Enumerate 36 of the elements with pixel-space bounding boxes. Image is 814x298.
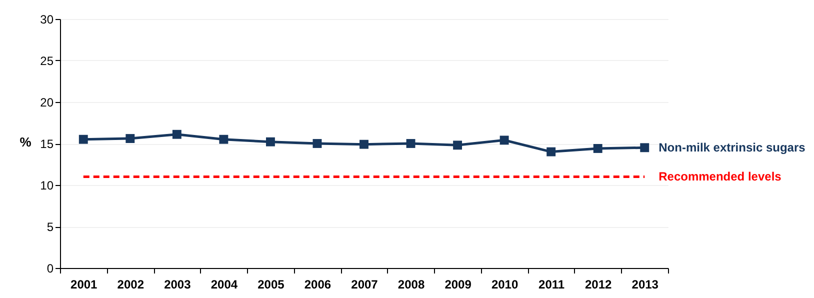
point	[126, 134, 135, 143]
point	[78, 134, 88, 144]
x-tick-label: 2003	[164, 278, 192, 292]
series-label: Non-milk extrinsic sugars	[658, 140, 806, 155]
x-tick-label: 2004	[210, 278, 238, 292]
x-tick-label: 2010	[491, 278, 518, 292]
point	[406, 139, 416, 148]
point	[266, 137, 275, 146]
point	[500, 136, 509, 145]
x-tick-label: 2012	[584, 278, 612, 292]
x-tick-label: 2007	[351, 278, 378, 292]
x-tick-label: 2002	[117, 278, 144, 292]
y-tick-label: 15	[40, 137, 54, 151]
point	[453, 140, 462, 150]
point	[360, 140, 368, 149]
x-tick-label: 2005	[258, 278, 285, 292]
point	[219, 134, 228, 144]
x-tick-label: 2013	[632, 278, 659, 292]
point	[593, 144, 602, 153]
y-tick-label: 25	[40, 54, 54, 68]
y-tick-label: 0	[46, 262, 54, 276]
point	[172, 130, 182, 139]
point	[640, 143, 650, 152]
y-tick-label: 10	[40, 178, 54, 192]
y-axis-title: %	[20, 134, 32, 150]
x-tick-label: 2011	[538, 278, 565, 292]
x-tick-label: 2009	[444, 278, 472, 292]
y-tick-label: 5	[46, 220, 54, 234]
y-tick-label: 20	[40, 96, 54, 110]
x-tick-label: 2001	[70, 278, 98, 292]
point	[546, 147, 556, 156]
x-tick-label: 2006	[304, 278, 332, 292]
x-tick-label: 2008	[398, 278, 425, 292]
ref-line-label: Recommended levels	[658, 170, 782, 184]
y-tick-label: 30	[40, 12, 54, 26]
point	[312, 139, 322, 148]
